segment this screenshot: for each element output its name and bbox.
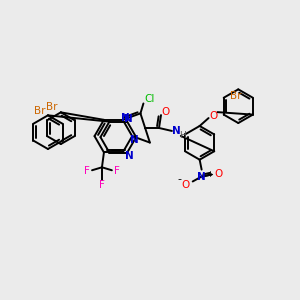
Text: F: F [99, 180, 105, 190]
Text: -: - [178, 175, 182, 184]
Text: N: N [172, 126, 181, 136]
Text: Br: Br [34, 106, 46, 116]
Text: N: N [125, 151, 134, 160]
Text: O: O [162, 107, 170, 117]
Text: Br: Br [46, 102, 58, 112]
Text: Cl: Cl [144, 94, 154, 103]
Text: Br: Br [230, 91, 241, 101]
Text: F: F [114, 166, 120, 176]
Text: N: N [130, 135, 139, 145]
Text: O: O [182, 180, 190, 190]
Text: +: + [206, 170, 213, 179]
Text: O: O [209, 111, 217, 121]
Text: N: N [197, 172, 206, 182]
Text: N: N [122, 113, 130, 123]
Text: N: N [124, 114, 133, 124]
Text: O: O [214, 169, 223, 178]
Text: H: H [179, 131, 186, 140]
Text: F: F [84, 166, 90, 176]
